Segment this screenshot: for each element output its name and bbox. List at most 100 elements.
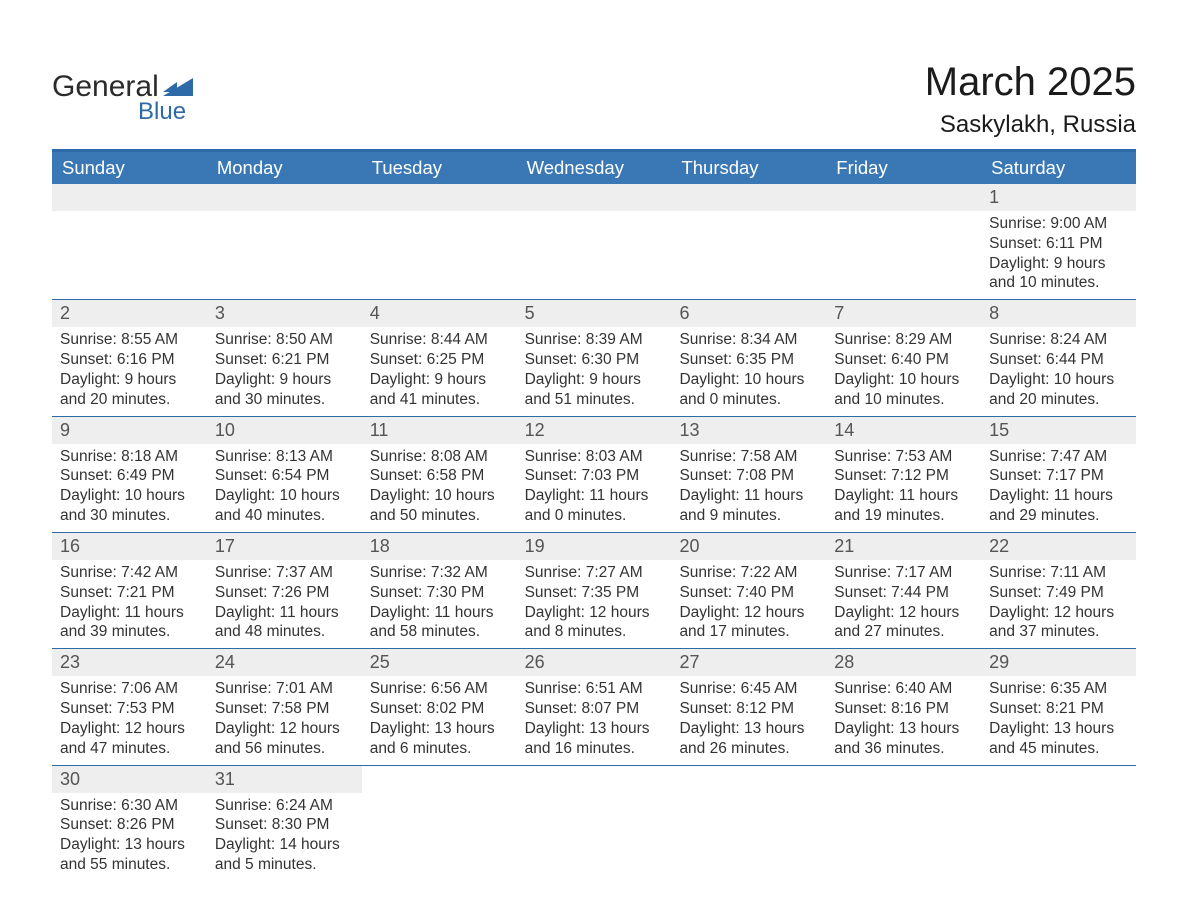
day-number: 15 [981, 417, 1136, 444]
day-cell: 4Sunrise: 8:44 AMSunset: 6:25 PMDaylight… [362, 300, 517, 415]
sunrise-line: Sunrise: 8:08 AM [370, 447, 509, 467]
daylight-line-1: Daylight: 11 hours [370, 603, 509, 623]
day-body: Sunrise: 8:29 AMSunset: 6:40 PMDaylight:… [826, 327, 981, 415]
sunrise-line: Sunrise: 7:47 AM [989, 447, 1128, 467]
sunset-line: Sunset: 7:30 PM [370, 583, 509, 603]
day-of-week-header: Sunday [52, 152, 207, 184]
sunset-line: Sunset: 8:30 PM [215, 815, 354, 835]
sunset-line: Sunset: 6:16 PM [60, 350, 199, 370]
daylight-line-1: Daylight: 12 hours [679, 603, 818, 623]
daylight-line-2: and 5 minutes. [215, 855, 354, 875]
day-cell: 18Sunrise: 7:32 AMSunset: 7:30 PMDayligh… [362, 533, 517, 648]
day-of-week-header: Monday [207, 152, 362, 184]
sunrise-line: Sunrise: 6:56 AM [370, 679, 509, 699]
day-number: 18 [362, 533, 517, 560]
sunrise-line: Sunrise: 8:24 AM [989, 330, 1128, 350]
day-body: Sunrise: 8:18 AMSunset: 6:49 PMDaylight:… [52, 444, 207, 532]
day-cell: 31Sunrise: 6:24 AMSunset: 8:30 PMDayligh… [207, 766, 362, 881]
sunset-line: Sunset: 6:49 PM [60, 466, 199, 486]
daylight-line-2: and 51 minutes. [525, 390, 664, 410]
day-number: 10 [207, 417, 362, 444]
sunset-line: Sunset: 8:16 PM [834, 699, 973, 719]
day-body: Sunrise: 8:34 AMSunset: 6:35 PMDaylight:… [671, 327, 826, 415]
daylight-line-1: Daylight: 13 hours [679, 719, 818, 739]
daylight-line-1: Daylight: 9 hours [989, 254, 1128, 274]
logo: General Blue [52, 70, 193, 126]
day-number: 25 [362, 649, 517, 676]
sunrise-line: Sunrise: 9:00 AM [989, 214, 1128, 234]
daylight-line-1: Daylight: 13 hours [525, 719, 664, 739]
day-cell: 25Sunrise: 6:56 AMSunset: 8:02 PMDayligh… [362, 649, 517, 764]
day-body [207, 211, 362, 291]
day-number: 23 [52, 649, 207, 676]
daylight-line-2: and 29 minutes. [989, 506, 1128, 526]
sunrise-line: Sunrise: 8:39 AM [525, 330, 664, 350]
month-title: March 2025 [925, 60, 1136, 105]
daylight-line-1: Daylight: 10 hours [370, 486, 509, 506]
daylight-line-2: and 30 minutes. [215, 390, 354, 410]
day-cell [981, 766, 1136, 881]
day-cell: 30Sunrise: 6:30 AMSunset: 8:26 PMDayligh… [52, 766, 207, 881]
sunset-line: Sunset: 6:54 PM [215, 466, 354, 486]
day-number: 9 [52, 417, 207, 444]
sunrise-line: Sunrise: 7:42 AM [60, 563, 199, 583]
day-cell: 10Sunrise: 8:13 AMSunset: 6:54 PMDayligh… [207, 417, 362, 532]
daylight-line-2: and 55 minutes. [60, 855, 199, 875]
day-cell: 28Sunrise: 6:40 AMSunset: 8:16 PMDayligh… [826, 649, 981, 764]
day-cell: 23Sunrise: 7:06 AMSunset: 7:53 PMDayligh… [52, 649, 207, 764]
day-cell: 20Sunrise: 7:22 AMSunset: 7:40 PMDayligh… [671, 533, 826, 648]
day-body: Sunrise: 8:39 AMSunset: 6:30 PMDaylight:… [517, 327, 672, 415]
sunset-line: Sunset: 6:58 PM [370, 466, 509, 486]
day-number: 1 [981, 184, 1136, 211]
day-number: 24 [207, 649, 362, 676]
day-of-week-header: Tuesday [362, 152, 517, 184]
day-body: Sunrise: 8:08 AMSunset: 6:58 PMDaylight:… [362, 444, 517, 532]
sunset-line: Sunset: 6:35 PM [679, 350, 818, 370]
header: General Blue March 2025 Saskylakh, Russi… [52, 30, 1136, 139]
sunrise-line: Sunrise: 8:44 AM [370, 330, 509, 350]
day-cell: 14Sunrise: 7:53 AMSunset: 7:12 PMDayligh… [826, 417, 981, 532]
sunset-line: Sunset: 6:11 PM [989, 234, 1128, 254]
daylight-line-2: and 45 minutes. [989, 739, 1128, 759]
title-block: March 2025 Saskylakh, Russia [925, 30, 1136, 139]
day-cell: 29Sunrise: 6:35 AMSunset: 8:21 PMDayligh… [981, 649, 1136, 764]
calendar: SundayMondayTuesdayWednesdayThursdayFrid… [52, 149, 1136, 881]
day-number: 14 [826, 417, 981, 444]
day-number [362, 766, 517, 792]
sunset-line: Sunset: 8:07 PM [525, 699, 664, 719]
daylight-line-2: and 19 minutes. [834, 506, 973, 526]
sunset-line: Sunset: 7:58 PM [215, 699, 354, 719]
sunset-line: Sunset: 7:03 PM [525, 466, 664, 486]
day-number: 16 [52, 533, 207, 560]
sunset-line: Sunset: 6:21 PM [215, 350, 354, 370]
day-body: Sunrise: 6:30 AMSunset: 8:26 PMDaylight:… [52, 793, 207, 881]
sunrise-line: Sunrise: 6:24 AM [215, 796, 354, 816]
day-cell: 19Sunrise: 7:27 AMSunset: 7:35 PMDayligh… [517, 533, 672, 648]
sunset-line: Sunset: 6:40 PM [834, 350, 973, 370]
day-number: 27 [671, 649, 826, 676]
sunset-line: Sunset: 8:12 PM [679, 699, 818, 719]
week-row: 23Sunrise: 7:06 AMSunset: 7:53 PMDayligh… [52, 648, 1136, 764]
daylight-line-1: Daylight: 10 hours [834, 370, 973, 390]
day-body: Sunrise: 7:47 AMSunset: 7:17 PMDaylight:… [981, 444, 1136, 532]
day-cell [517, 184, 672, 299]
day-number [517, 184, 672, 211]
day-cell: 5Sunrise: 8:39 AMSunset: 6:30 PMDaylight… [517, 300, 672, 415]
day-number: 20 [671, 533, 826, 560]
day-body: Sunrise: 8:13 AMSunset: 6:54 PMDaylight:… [207, 444, 362, 532]
day-body: Sunrise: 7:06 AMSunset: 7:53 PMDaylight:… [52, 676, 207, 764]
day-number: 3 [207, 300, 362, 327]
day-cell: 2Sunrise: 8:55 AMSunset: 6:16 PMDaylight… [52, 300, 207, 415]
calendar-page: General Blue March 2025 Saskylakh, Russi… [0, 0, 1188, 911]
sunset-line: Sunset: 8:02 PM [370, 699, 509, 719]
day-of-week-header: Saturday [981, 152, 1136, 184]
day-cell: 13Sunrise: 7:58 AMSunset: 7:08 PMDayligh… [671, 417, 826, 532]
daylight-line-1: Daylight: 12 hours [60, 719, 199, 739]
day-cell: 6Sunrise: 8:34 AMSunset: 6:35 PMDaylight… [671, 300, 826, 415]
day-cell: 12Sunrise: 8:03 AMSunset: 7:03 PMDayligh… [517, 417, 672, 532]
day-number: 12 [517, 417, 672, 444]
day-number: 31 [207, 766, 362, 793]
daylight-line-2: and 0 minutes. [679, 390, 818, 410]
day-body: Sunrise: 7:11 AMSunset: 7:49 PMDaylight:… [981, 560, 1136, 648]
day-cell: 9Sunrise: 8:18 AMSunset: 6:49 PMDaylight… [52, 417, 207, 532]
